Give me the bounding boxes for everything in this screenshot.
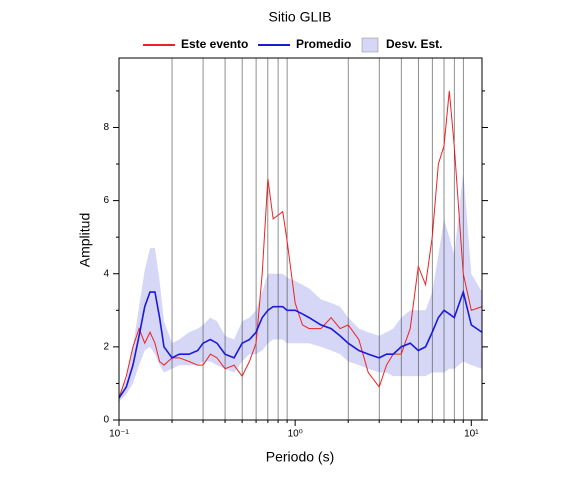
x-tick-label: 10¹ [464,429,479,440]
x-tick-label: 10⁰ [288,429,303,440]
legend-label: Desv. Est. [386,37,442,51]
y-tick-label: 2 [103,342,109,353]
std-band [119,171,482,402]
y-tick-label: 0 [103,415,109,426]
y-tick-label: 4 [103,268,109,279]
plot-frame [118,57,483,421]
series-line [118,289,483,399]
legend-swatch [361,37,379,53]
legend-label: Promedio [296,37,351,51]
x-axis-label: Periodo (s) [266,449,334,465]
chart-title: Sitio GLIB [268,9,331,25]
y-tick-label: 6 [103,195,109,206]
x-tick-label: 10⁻¹ [109,429,129,440]
y-tick-label: 8 [103,122,109,133]
y-axis-label: Amplitud [77,213,93,267]
legend-label: Este evento [181,37,248,51]
series-line [118,90,483,399]
